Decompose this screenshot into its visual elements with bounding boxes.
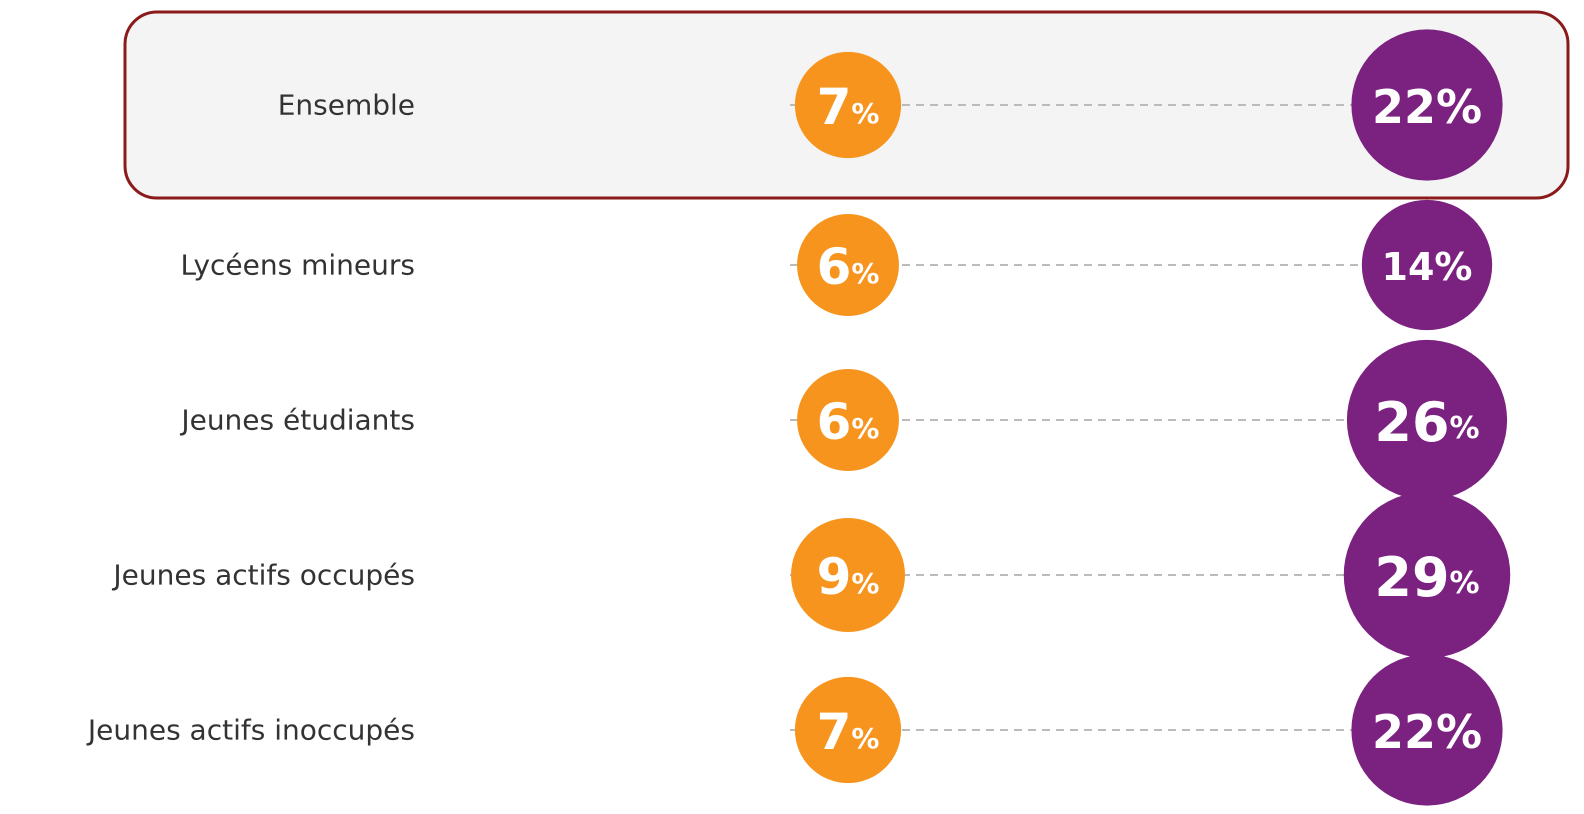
category-label: Jeunes actifs inoccupés [86, 714, 415, 747]
category-label: Jeunes actifs occupés [111, 559, 415, 592]
value-label: 9% [817, 548, 880, 606]
value-label: 6% [817, 393, 880, 451]
value-bubble [1361, 199, 1493, 331]
value-bubble [797, 214, 899, 316]
category-label: Ensemble [278, 89, 415, 122]
value-bubble [794, 51, 902, 159]
value-label: 7% [817, 78, 880, 136]
value-label: 14% [1382, 245, 1473, 289]
value-label: 26% [1374, 391, 1479, 454]
value-bubble [794, 676, 902, 784]
value-bubble [1351, 654, 1503, 806]
value-label: 7% [817, 703, 880, 761]
value-bubble [1351, 29, 1503, 181]
value-bubble [797, 369, 899, 471]
value-label: 6% [817, 238, 880, 296]
value-bubble [1346, 339, 1508, 501]
value-bubble [1343, 491, 1511, 659]
value-bubble [791, 518, 905, 632]
value-label: 29% [1374, 546, 1479, 609]
value-label: 22% [1372, 705, 1482, 759]
category-label: Lycéens mineurs [180, 249, 415, 282]
category-label: Jeunes étudiants [179, 404, 415, 437]
value-label: 22% [1372, 80, 1482, 134]
